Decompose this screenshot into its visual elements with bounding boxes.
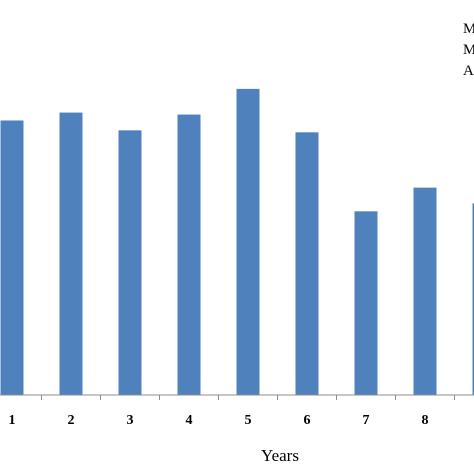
bar-8 bbox=[413, 187, 437, 395]
bar-partial bbox=[472, 203, 474, 395]
bar-1 bbox=[0, 120, 24, 395]
legend-entry: M bbox=[463, 21, 474, 37]
x-tick-label-8: 8 bbox=[422, 413, 429, 428]
x-tick-label-5: 5 bbox=[245, 413, 252, 428]
x-tick-labels-group: 1 2 3 4 5 6 7 8 bbox=[9, 413, 429, 428]
bar-3 bbox=[118, 130, 142, 395]
bar-6 bbox=[295, 132, 319, 395]
x-tick-label-2: 2 bbox=[68, 413, 75, 428]
x-ticks-group bbox=[41, 395, 455, 400]
x-tick-label-4: 4 bbox=[186, 413, 193, 428]
x-axis-title: Years bbox=[261, 446, 299, 465]
legend-entry: A bbox=[463, 63, 474, 79]
x-tick-label-6: 6 bbox=[304, 413, 311, 428]
x-tick-label-7: 7 bbox=[363, 413, 370, 428]
bar-5 bbox=[236, 88, 260, 395]
bar-7 bbox=[354, 211, 378, 395]
x-tick-label-3: 3 bbox=[127, 413, 134, 428]
x-tick-label-1: 1 bbox=[9, 413, 16, 428]
bars-group bbox=[0, 88, 474, 396]
bar-4 bbox=[177, 114, 201, 396]
bar-2 bbox=[59, 112, 83, 395]
legend-entry: M bbox=[463, 42, 474, 58]
legend: MMA bbox=[463, 21, 474, 79]
